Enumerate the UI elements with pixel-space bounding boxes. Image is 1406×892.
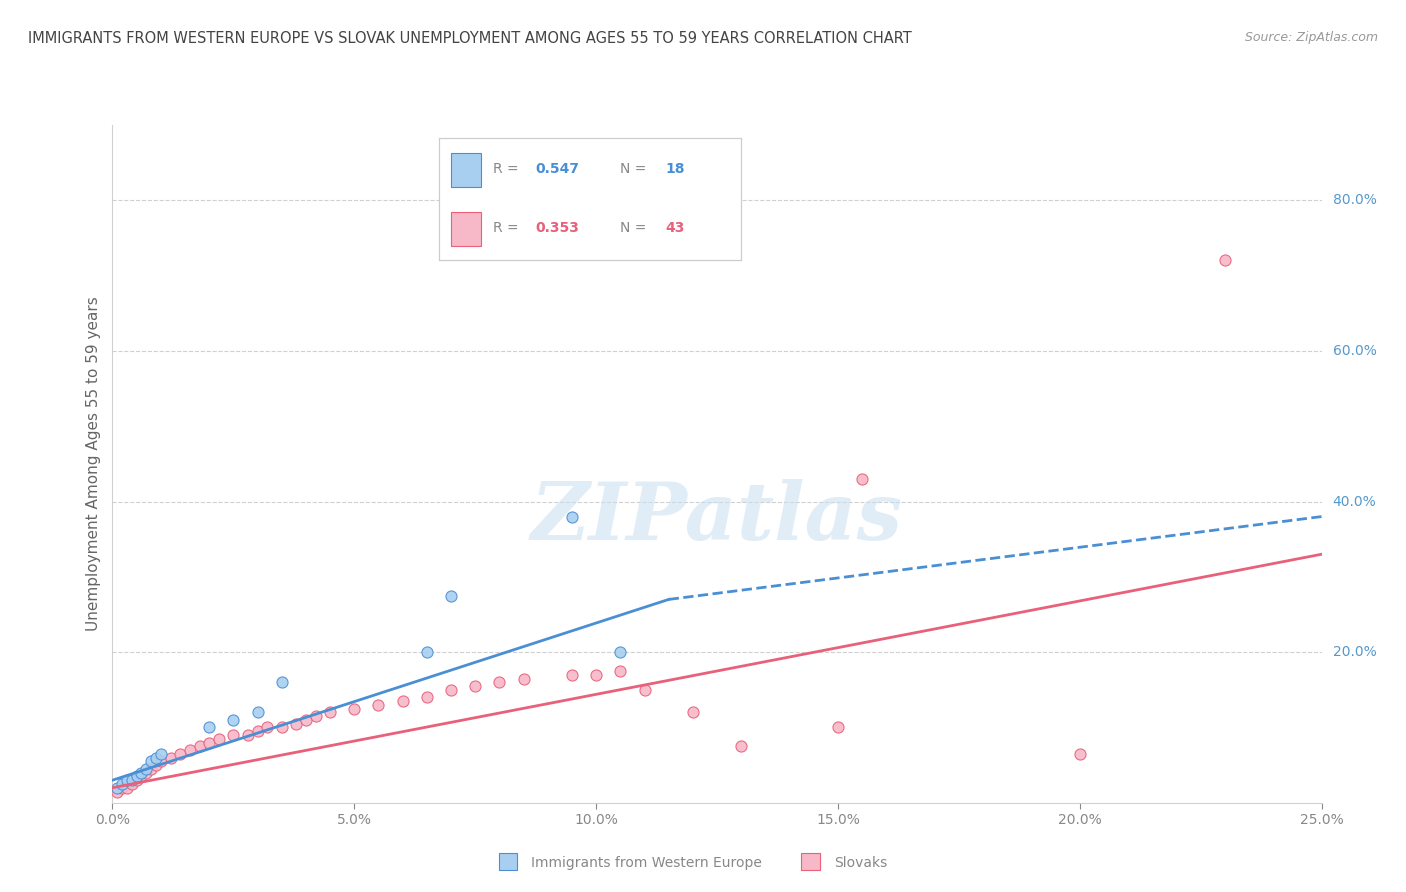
Point xyxy=(416,690,439,705)
Point xyxy=(222,713,245,727)
Point xyxy=(115,773,138,788)
Point xyxy=(367,698,389,712)
Point xyxy=(270,675,292,690)
Point xyxy=(145,758,167,772)
Point xyxy=(105,784,128,798)
Point xyxy=(125,773,148,788)
Point xyxy=(585,667,607,681)
Point xyxy=(1213,253,1236,268)
Point xyxy=(488,675,510,690)
Point xyxy=(440,682,463,697)
Point xyxy=(440,589,463,603)
Point xyxy=(1069,747,1091,761)
Text: IMMIGRANTS FROM WESTERN EUROPE VS SLOVAK UNEMPLOYMENT AMONG AGES 55 TO 59 YEARS : IMMIGRANTS FROM WESTERN EUROPE VS SLOVAK… xyxy=(28,31,912,46)
Point xyxy=(391,694,413,708)
Point xyxy=(169,747,191,761)
Point xyxy=(141,755,163,769)
Point xyxy=(111,777,134,791)
Point xyxy=(208,731,231,746)
Point xyxy=(149,747,172,761)
Point xyxy=(111,780,134,795)
Point xyxy=(246,706,269,720)
Point xyxy=(416,645,439,659)
Point xyxy=(730,739,752,754)
Point xyxy=(633,682,655,697)
Point xyxy=(609,664,631,678)
Point xyxy=(121,777,143,791)
Point xyxy=(179,743,201,757)
Point xyxy=(343,701,366,715)
Point xyxy=(319,706,342,720)
Point xyxy=(851,472,873,486)
Point xyxy=(145,750,167,764)
Point xyxy=(121,773,143,788)
Point xyxy=(246,724,269,739)
Y-axis label: Unemployment Among Ages 55 to 59 years: Unemployment Among Ages 55 to 59 years xyxy=(86,296,101,632)
Point xyxy=(561,667,583,681)
Point xyxy=(131,769,153,783)
Point xyxy=(827,721,849,735)
Point xyxy=(222,728,245,742)
Point xyxy=(561,509,583,524)
Point xyxy=(198,735,221,749)
Point xyxy=(159,750,181,764)
Point xyxy=(135,762,157,776)
Point xyxy=(105,780,128,795)
Point xyxy=(512,672,534,686)
Point xyxy=(115,780,138,795)
Point xyxy=(188,739,211,754)
Point xyxy=(285,716,308,731)
Point xyxy=(295,713,318,727)
Point xyxy=(131,765,153,780)
Point xyxy=(304,709,326,723)
Text: Immigrants from Western Europe: Immigrants from Western Europe xyxy=(531,856,762,871)
Point xyxy=(198,721,221,735)
Point xyxy=(125,769,148,783)
Point xyxy=(682,706,704,720)
Point xyxy=(256,721,278,735)
Point xyxy=(141,762,163,776)
Text: Source: ZipAtlas.com: Source: ZipAtlas.com xyxy=(1244,31,1378,45)
Text: 40.0%: 40.0% xyxy=(1333,494,1376,508)
Text: Slovaks: Slovaks xyxy=(834,856,887,871)
Point xyxy=(236,728,259,742)
Text: 20.0%: 20.0% xyxy=(1333,645,1376,659)
Point xyxy=(270,721,292,735)
Point xyxy=(135,765,157,780)
Point xyxy=(149,755,172,769)
Point xyxy=(609,645,631,659)
Text: 80.0%: 80.0% xyxy=(1333,194,1376,207)
Text: ZIPatlas: ZIPatlas xyxy=(531,479,903,557)
Point xyxy=(464,679,486,693)
Text: 60.0%: 60.0% xyxy=(1333,343,1376,358)
